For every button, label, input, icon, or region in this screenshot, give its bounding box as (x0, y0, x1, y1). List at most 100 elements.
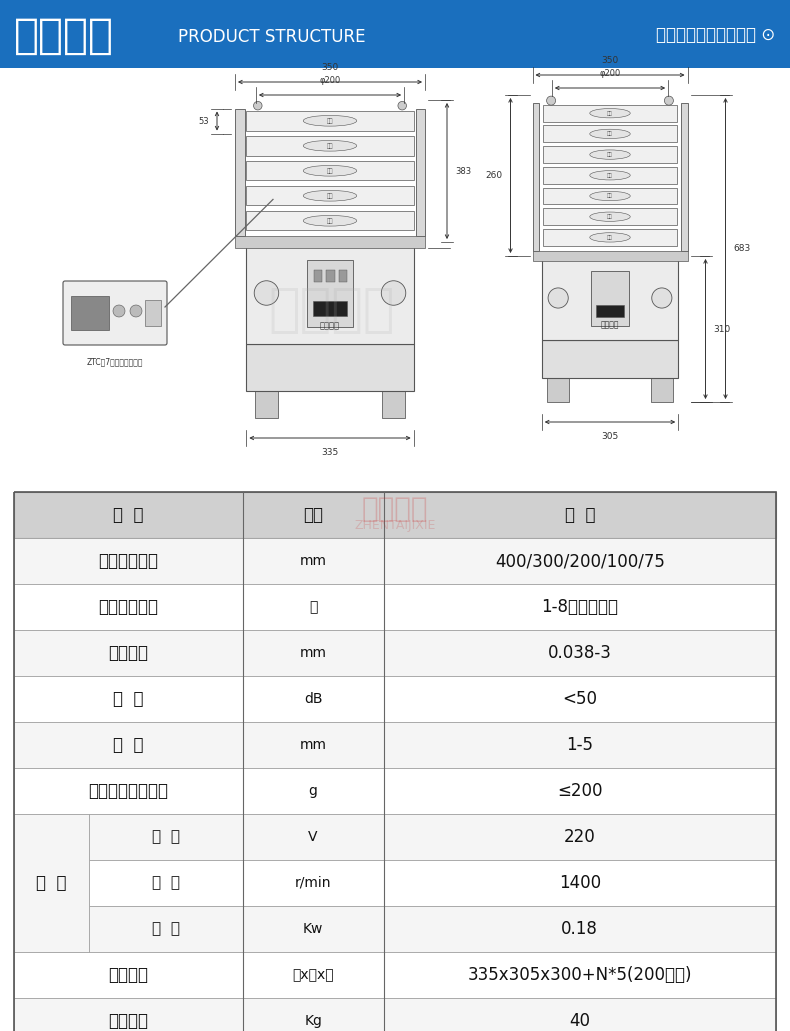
Text: mm: mm (299, 646, 326, 660)
Circle shape (147, 305, 159, 317)
Bar (14, 722, 243, 768)
Text: g: g (309, 784, 318, 798)
Bar (543, 105, 678, 122)
Ellipse shape (590, 108, 630, 118)
Bar (246, 242, 414, 344)
Bar (0, 76, 790, 490)
Text: 振泰: 振泰 (608, 110, 613, 115)
Circle shape (254, 101, 262, 110)
Bar (243, 952, 384, 998)
Text: 振泰机械: 振泰机械 (362, 496, 428, 524)
Circle shape (398, 101, 407, 110)
Circle shape (547, 96, 555, 105)
Bar (89, 814, 243, 860)
Bar (416, 108, 425, 236)
Ellipse shape (590, 192, 630, 201)
Bar (243, 722, 384, 768)
Text: 305: 305 (601, 432, 619, 441)
Bar (243, 998, 384, 1031)
Bar (14, 814, 89, 952)
Text: 筛分粒度: 筛分粒度 (108, 644, 149, 662)
Ellipse shape (590, 212, 630, 222)
Text: 振泰: 振泰 (608, 214, 613, 220)
Text: 0.18: 0.18 (562, 920, 598, 938)
Bar (14, 492, 776, 1031)
Ellipse shape (590, 170, 630, 180)
Ellipse shape (303, 165, 357, 176)
Text: 683: 683 (733, 244, 750, 253)
Text: r/min: r/min (295, 876, 331, 890)
Text: 振泰: 振泰 (327, 118, 333, 124)
Text: 335x305x300+N*5(200机型): 335x305x300+N*5(200机型) (468, 966, 692, 984)
Text: ZTC－7超声波筛分系统: ZTC－7超声波筛分系统 (87, 357, 143, 366)
Text: 220: 220 (564, 828, 596, 846)
Bar (596, 305, 624, 317)
Ellipse shape (303, 115, 357, 126)
Bar (384, 676, 776, 722)
Text: 383: 383 (455, 166, 471, 175)
Bar (307, 261, 353, 327)
Text: 310: 310 (713, 325, 731, 333)
Text: φ200: φ200 (600, 69, 621, 78)
Bar (680, 103, 687, 252)
Bar (314, 270, 322, 282)
Bar (243, 676, 384, 722)
Text: ≤200: ≤200 (557, 781, 603, 800)
Ellipse shape (590, 149, 630, 159)
Bar (246, 211, 414, 231)
Bar (14, 492, 776, 538)
Text: V: V (308, 830, 318, 844)
Bar (313, 301, 347, 317)
Bar (246, 161, 414, 180)
Text: PRODUCT STRUCTURE: PRODUCT STRUCTURE (178, 28, 366, 45)
Bar (542, 340, 678, 378)
Bar (243, 860, 384, 906)
Text: 1-8（含筛底）: 1-8（含筛底） (541, 598, 619, 616)
Ellipse shape (303, 140, 357, 152)
Circle shape (664, 96, 673, 105)
Text: 项  目: 项 目 (113, 506, 144, 524)
Bar (14, 952, 243, 998)
Bar (532, 251, 687, 261)
Circle shape (113, 305, 125, 317)
Text: 功  率: 功 率 (152, 922, 180, 936)
Text: 投料量（一次性）: 投料量（一次性） (88, 781, 168, 800)
Bar (243, 768, 384, 814)
Bar (254, 391, 278, 418)
Text: 专注振动筛分设备厂家 ⊙: 专注振动筛分设备厂家 ⊙ (656, 27, 775, 44)
Bar (0, 0, 790, 68)
Bar (384, 584, 776, 630)
Text: 振泰: 振泰 (608, 173, 613, 177)
Text: 260: 260 (485, 171, 502, 180)
Bar (243, 814, 384, 860)
Bar (384, 952, 776, 998)
Bar (384, 722, 776, 768)
Text: 层: 层 (309, 600, 318, 614)
Bar (246, 136, 414, 156)
Text: 振泰机械: 振泰机械 (600, 321, 619, 329)
Bar (14, 630, 243, 676)
Bar (384, 768, 776, 814)
Text: 振泰: 振泰 (608, 131, 613, 136)
Text: 产品结构: 产品结构 (14, 14, 114, 57)
Bar (339, 270, 348, 282)
Bar (384, 906, 776, 952)
Bar (243, 630, 384, 676)
Bar (14, 768, 243, 814)
Text: 可放筛具层数: 可放筛具层数 (98, 598, 158, 616)
Bar (89, 906, 243, 952)
Bar (532, 103, 540, 252)
Bar (246, 344, 414, 391)
Text: 振泰: 振泰 (327, 143, 333, 148)
Text: 400/300/200/100/75: 400/300/200/100/75 (495, 552, 664, 570)
Bar (243, 584, 384, 630)
Text: 可放筛具直径: 可放筛具直径 (98, 552, 158, 570)
Text: 电  机: 电 机 (36, 874, 67, 892)
Text: 电  压: 电 压 (152, 830, 180, 844)
Text: 外形尺寸: 外形尺寸 (108, 966, 149, 984)
FancyBboxPatch shape (63, 281, 167, 345)
Text: 振泰: 振泰 (327, 193, 333, 199)
Circle shape (382, 280, 406, 305)
Bar (542, 256, 678, 340)
Text: 整机质量: 整机质量 (108, 1012, 149, 1030)
